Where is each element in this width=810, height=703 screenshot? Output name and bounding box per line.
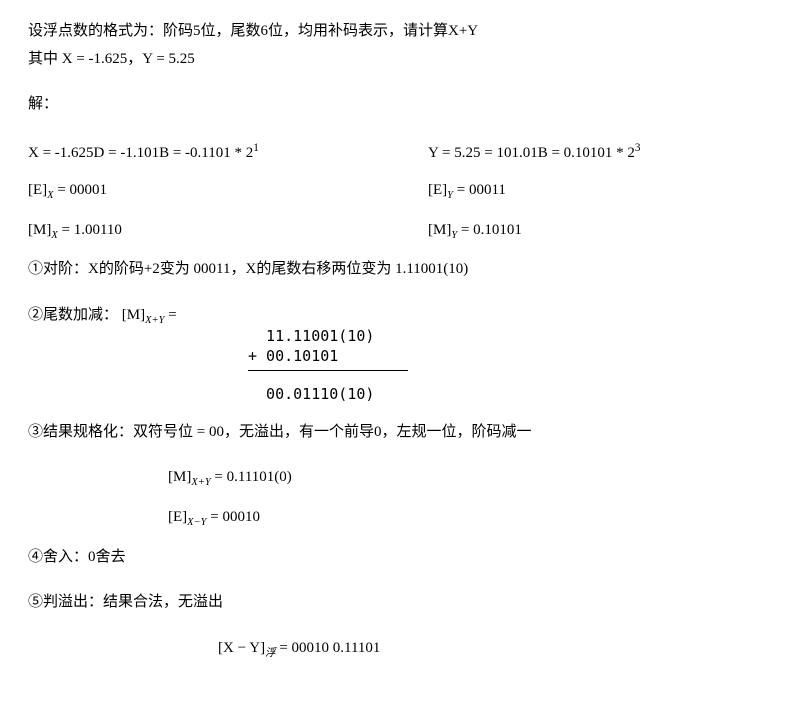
final-result-row: [X − Y]浮 = 00010 0.11101: [218, 639, 782, 661]
calc-line-3: 00.01110(10): [248, 385, 782, 405]
step-2-row: ②尾数加减： [M]X+Y =: [28, 306, 782, 328]
my-label: [M]: [428, 222, 451, 238]
step-3: ③结果规格化：双符号位 = 00，无溢出，有一个前导0，左规一位，阶码减一: [28, 423, 782, 443]
mantissa-row: [M]X = 1.00110 [M]Y = 0.10101: [28, 221, 782, 243]
ex-val: = 00001: [54, 182, 107, 198]
solution-label: 解：: [28, 95, 782, 115]
x-conversion: X = -1.625D = -1.101B = -0.1101 * 2: [28, 145, 253, 161]
ex-label: [E]: [28, 182, 47, 198]
step-3-m-val: = 0.11101(0): [211, 469, 292, 485]
calculation-block: 11.11001(10) + 00.10101 00.01110(10): [248, 327, 782, 405]
ey-label: [E]: [428, 182, 447, 198]
step-4: ④舍入：0舍去: [28, 548, 782, 568]
mx-val: = 1.00110: [58, 222, 122, 238]
step-3-e-label: [E]: [168, 509, 187, 525]
mx-label: [M]: [28, 222, 51, 238]
final-sub: 浮: [265, 648, 276, 659]
step-3-m-row: [M]X+Y = 0.11101(0): [168, 468, 782, 490]
step-2-eq: =: [164, 307, 176, 323]
exponent-row: [E]X = 00001 [E]Y = 00011: [28, 181, 782, 203]
step-3-e-sub: X−Y: [187, 517, 206, 528]
step-2-label: ②尾数加减：: [28, 307, 118, 323]
step-3-e-row: [E]X−Y = 00010: [168, 508, 782, 530]
conversion-row: X = -1.625D = -1.101B = -0.1101 * 21 Y =…: [28, 141, 782, 164]
step-5: ⑤判溢出：结果合法，无溢出: [28, 593, 782, 613]
my-val: = 0.10101: [457, 222, 522, 238]
step-3-m-sub: X+Y: [191, 477, 210, 488]
step-1: ①对阶：X的阶码+2变为 00011，X的尾数右移两位变为 1.11001(10…: [28, 260, 782, 280]
final-val: = 00010 0.11101: [276, 640, 381, 656]
calc-line-1: 11.11001(10): [248, 327, 782, 347]
calc-divider: [248, 370, 408, 371]
final-label: [X − Y]: [218, 640, 265, 656]
ey-val: = 00011: [453, 182, 506, 198]
y-exponent: 3: [635, 142, 641, 154]
step-2-m: [M]: [122, 307, 145, 323]
step-2-sub: X+Y: [145, 315, 164, 326]
step-3-m-label: [M]: [168, 469, 191, 485]
y-conversion: Y = 5.25 = 101.01B = 0.10101 * 2: [428, 145, 635, 161]
problem-line-1: 设浮点数的格式为：阶码5位，尾数6位，均用补码表示，请计算X+Y: [28, 22, 782, 42]
calc-line-2: + 00.10101: [248, 347, 782, 367]
x-exponent: 1: [253, 142, 259, 154]
problem-line-2: 其中 X = -1.625，Y = 5.25: [28, 50, 782, 70]
step-3-e-val: = 00010: [207, 509, 260, 525]
